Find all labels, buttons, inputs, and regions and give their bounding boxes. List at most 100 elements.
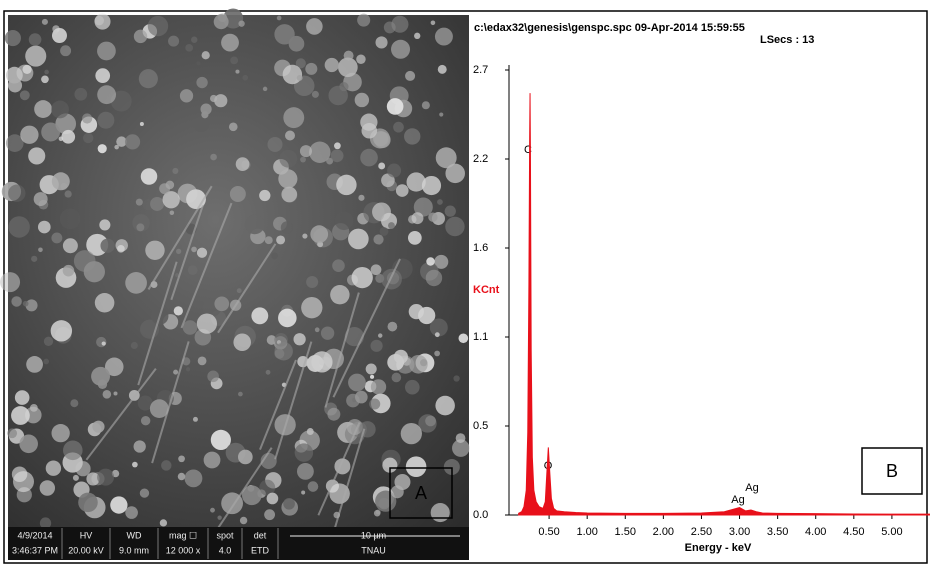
sem-particle xyxy=(95,293,115,313)
sem-particle xyxy=(191,37,197,43)
sem-particle xyxy=(387,98,404,115)
sem-particle xyxy=(439,112,443,116)
x-tick-label: 3.50 xyxy=(767,526,788,538)
sem-particle xyxy=(301,491,305,495)
sem-particle xyxy=(348,374,366,392)
sem-particle xyxy=(125,134,140,149)
sem-particle xyxy=(420,359,427,366)
sem-particle xyxy=(148,16,168,36)
sem-particle xyxy=(388,322,398,332)
sem-particle xyxy=(183,320,197,334)
sem-particle xyxy=(28,147,45,164)
sem-particle xyxy=(91,367,110,386)
sem-particle xyxy=(266,370,271,375)
sem-particle xyxy=(63,441,83,461)
sem-particle xyxy=(375,36,387,48)
sem-particle xyxy=(431,503,450,522)
sem-particle xyxy=(381,269,402,290)
sem-particle xyxy=(330,285,349,304)
sem-particle xyxy=(238,450,253,465)
sem-particle xyxy=(97,85,116,104)
sem-particle xyxy=(306,18,323,35)
sem-particle xyxy=(422,101,430,109)
sem-particle xyxy=(267,137,282,152)
sem-particle xyxy=(358,195,364,201)
sem-particle xyxy=(370,340,382,352)
sem-particle xyxy=(97,42,116,61)
sem-particle xyxy=(197,61,201,65)
sem-particle xyxy=(176,249,181,254)
sem-particle xyxy=(334,142,341,149)
sem-particle xyxy=(185,44,193,52)
sem-particle xyxy=(197,314,217,334)
sem-particle xyxy=(132,462,138,468)
sem-particle xyxy=(336,175,356,195)
sem-particle xyxy=(41,75,49,83)
sem-particle xyxy=(391,485,404,498)
sem-particle xyxy=(435,28,453,46)
sem-particle xyxy=(293,333,305,345)
sem-particle xyxy=(435,396,455,416)
sem-particle xyxy=(242,75,248,81)
sem-particle xyxy=(115,239,127,251)
sem-particle xyxy=(92,421,104,433)
x-tick-label: 4.50 xyxy=(843,526,864,538)
sem-particle xyxy=(428,213,437,222)
sem-particle xyxy=(412,212,424,224)
sem-particle xyxy=(82,113,92,123)
sem-particle xyxy=(25,46,46,67)
sem-particle xyxy=(360,149,378,167)
sem-particle xyxy=(404,128,420,144)
sem-particle xyxy=(405,71,415,81)
sem-particle xyxy=(236,157,250,171)
x-tick-label: 5.00 xyxy=(881,526,902,538)
sem-particle xyxy=(235,70,239,74)
sem-particle xyxy=(281,221,294,234)
info-text: 9.0 mm xyxy=(119,545,149,555)
sem-particle xyxy=(305,63,317,75)
sem-particle xyxy=(83,133,93,143)
sem-particle xyxy=(22,65,31,74)
sem-particle xyxy=(283,107,304,128)
sem-particle xyxy=(308,481,319,492)
sem-particle xyxy=(185,469,203,487)
sem-particle xyxy=(52,172,70,190)
sem-particle xyxy=(15,390,30,405)
sem-particle xyxy=(335,212,354,231)
sem-particle xyxy=(131,342,138,349)
sem-particle xyxy=(44,337,53,346)
sem-particle xyxy=(221,34,239,52)
sem-particle xyxy=(344,51,354,61)
sem-particle xyxy=(300,145,312,157)
sem-particle xyxy=(65,190,72,197)
sem-particle xyxy=(8,185,25,202)
sem-particle xyxy=(186,367,190,371)
sem-particle xyxy=(391,16,408,33)
sem-particle xyxy=(51,101,69,119)
sem-particle xyxy=(230,56,238,64)
sem-particle xyxy=(125,272,147,294)
sem-particle xyxy=(297,463,314,480)
y-axis-label: KCnt xyxy=(473,284,500,296)
sem-particle xyxy=(378,333,382,337)
sem-particle xyxy=(414,33,420,39)
sem-particle xyxy=(310,225,328,243)
sem-particle xyxy=(445,164,465,184)
sem-particle xyxy=(321,326,334,339)
sem-particle xyxy=(200,104,211,115)
sem-particle xyxy=(113,391,117,395)
sem-particle xyxy=(425,416,436,427)
x-tick-label: 0.50 xyxy=(538,526,559,538)
sem-particle xyxy=(259,190,270,201)
sem-particle xyxy=(251,307,268,324)
sem-particle xyxy=(362,123,378,139)
sem-particle xyxy=(95,68,110,83)
sem-particle xyxy=(194,117,209,132)
sem-particle xyxy=(193,417,198,422)
sem-particle xyxy=(394,350,408,364)
y-tick-label: 2.7 xyxy=(473,64,488,76)
sem-particle xyxy=(374,510,381,517)
sem-particle xyxy=(388,222,395,229)
sem-particle xyxy=(11,406,30,425)
sem-particle xyxy=(210,154,217,161)
